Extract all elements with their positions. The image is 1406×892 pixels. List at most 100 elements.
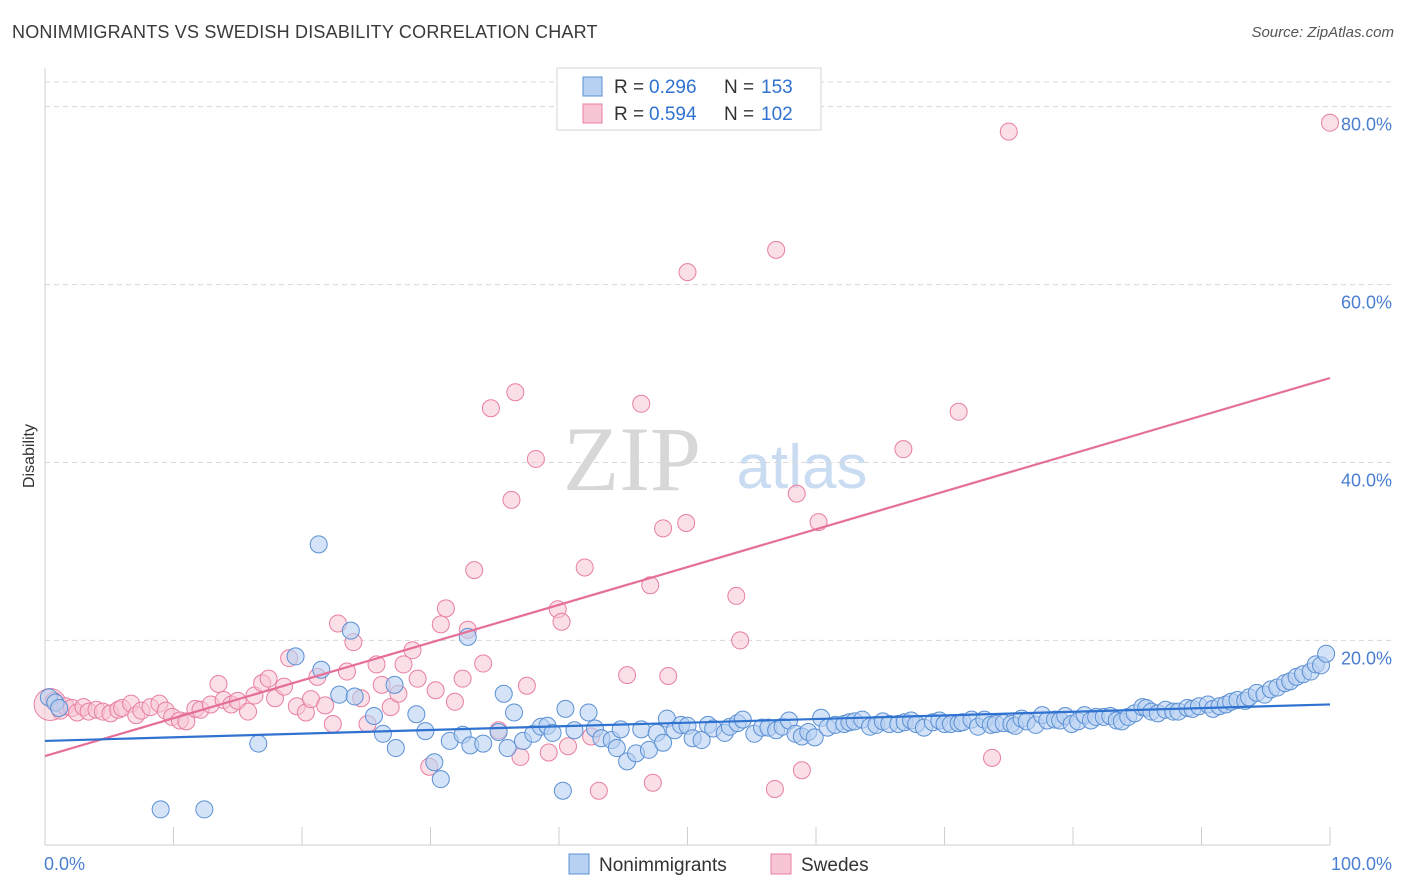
swedes-point bbox=[1321, 113, 1339, 132]
swedes-point bbox=[678, 263, 697, 282]
swedes-point bbox=[445, 692, 464, 711]
nonimmigrants-point bbox=[498, 739, 517, 758]
swedes-point bbox=[677, 513, 696, 532]
swedes-point bbox=[765, 779, 784, 798]
swedes-point bbox=[949, 402, 968, 421]
swedes-point bbox=[767, 240, 786, 259]
nonimmigrants-point bbox=[364, 707, 383, 726]
nonimmigrants-point bbox=[249, 734, 268, 753]
swedes-point bbox=[618, 666, 637, 685]
swedes-point bbox=[731, 631, 750, 650]
swedes-point bbox=[316, 696, 335, 715]
swedes-point bbox=[659, 666, 678, 685]
nonimmigrants-point bbox=[386, 739, 405, 758]
nonimmigrants-point bbox=[330, 685, 349, 704]
nonimmigrants-trend-line bbox=[44, 703, 1331, 743]
legend-n-value-2: 102 bbox=[761, 104, 793, 125]
legend-n-value-1: 153 bbox=[761, 77, 793, 98]
legend-bottom: Nonimmigrants Swedes bbox=[568, 853, 869, 876]
swedes-point bbox=[632, 394, 651, 413]
chart-title: NONIMMIGRANTS VS SWEDISH DISABILITY CORR… bbox=[12, 22, 598, 42]
swedes-point bbox=[641, 576, 660, 595]
swedes-point bbox=[983, 748, 1002, 767]
swedes-point bbox=[177, 712, 196, 731]
y-tick-label: 20.0% bbox=[1341, 648, 1392, 668]
y-tick-label: 40.0% bbox=[1341, 471, 1392, 491]
nonimmigrants-point bbox=[286, 647, 305, 666]
swedes-point bbox=[589, 781, 608, 800]
legend-swatch-swedes bbox=[582, 103, 603, 124]
legend-n-label-1: N = bbox=[724, 77, 754, 98]
swedes-point bbox=[787, 484, 806, 503]
swedes-point bbox=[453, 669, 472, 688]
nonimmigrants-points bbox=[39, 535, 1336, 819]
swedes-point bbox=[337, 662, 356, 681]
swedes-point bbox=[506, 383, 525, 402]
nonimmigrants-point bbox=[474, 734, 493, 753]
legend-bottom-swatch-nonimmigrants bbox=[568, 853, 590, 875]
nonimmigrants-point bbox=[733, 710, 752, 729]
swedes-point bbox=[643, 773, 662, 792]
legend-bottom-swatch-swedes bbox=[770, 853, 792, 875]
legend-n-label-2: N = bbox=[724, 104, 754, 125]
nonimmigrants-point bbox=[50, 699, 69, 718]
y-axis-label: Disability bbox=[21, 424, 38, 488]
y-tick-label: 60.0% bbox=[1341, 293, 1392, 313]
swedes-point bbox=[394, 655, 413, 674]
nonimmigrants-point bbox=[505, 703, 524, 722]
nonimmigrants-point bbox=[692, 731, 711, 750]
swedes-point bbox=[727, 586, 746, 605]
nonimmigrants-point bbox=[543, 723, 562, 742]
nonimmigrants-point bbox=[373, 724, 392, 743]
legend-swatch-nonimmigrants bbox=[582, 76, 603, 97]
legend-bottom-nonimmigrants: Nonimmigrants bbox=[599, 855, 727, 876]
nonimmigrants-point bbox=[579, 703, 598, 722]
nonimmigrants-point bbox=[553, 781, 572, 800]
swedes-point bbox=[209, 674, 228, 693]
swedes-point bbox=[259, 669, 278, 688]
swedes-point bbox=[323, 715, 342, 734]
tick-labels: 20.0% 40.0% 60.0% 80.0% 0.0% 100.0% bbox=[44, 115, 1392, 874]
trend-lines bbox=[44, 376, 1331, 758]
nonimmigrants-point bbox=[309, 535, 328, 554]
x-tick-label-start: 0.0% bbox=[44, 854, 85, 874]
swedes-point bbox=[431, 615, 450, 634]
swedes-point bbox=[517, 676, 536, 695]
nonimmigrants-point bbox=[494, 684, 513, 703]
nonimmigrants-point bbox=[425, 753, 444, 772]
axes bbox=[44, 68, 1331, 846]
legend-r-value-1: 0.296 bbox=[649, 77, 697, 98]
swedes-point bbox=[792, 761, 811, 780]
nonimmigrants-point bbox=[345, 687, 364, 706]
swedes-point bbox=[465, 561, 484, 580]
swedes-point bbox=[474, 654, 493, 673]
nonimmigrants-point bbox=[431, 770, 450, 789]
swedes-point bbox=[381, 698, 400, 717]
swedes-point bbox=[552, 612, 571, 631]
watermark-zip: ZIP bbox=[563, 408, 701, 510]
nonimmigrants-point bbox=[565, 721, 584, 740]
legend-top: R = 0.296 N = 153 R = 0.594 N = 102 bbox=[556, 67, 822, 131]
swedes-point bbox=[436, 599, 455, 618]
nonimmigrants-point bbox=[407, 705, 426, 724]
swedes-point bbox=[558, 737, 577, 756]
nonimmigrants-point bbox=[654, 733, 673, 752]
swedes-trend-line bbox=[44, 376, 1331, 758]
legend-r-value-2: 0.594 bbox=[649, 104, 697, 125]
legend-bottom-swedes: Swedes bbox=[801, 855, 869, 876]
nonimmigrants-point bbox=[385, 675, 404, 694]
nonimmigrants-point bbox=[341, 621, 360, 640]
swedes-point bbox=[526, 449, 545, 468]
swedes-point bbox=[239, 702, 258, 721]
swedes-point bbox=[894, 440, 913, 459]
swedes-point bbox=[654, 519, 673, 538]
gridlines bbox=[45, 81, 1392, 641]
swedes-point bbox=[408, 669, 427, 688]
nonimmigrants-point bbox=[556, 699, 575, 718]
y-tick-label: 80.0% bbox=[1341, 115, 1392, 135]
nonimmigrants-point bbox=[489, 723, 508, 742]
nonimmigrants-point bbox=[195, 800, 214, 819]
swedes-point bbox=[426, 681, 445, 700]
nonimmigrants-point bbox=[607, 739, 626, 758]
swedes-point bbox=[481, 399, 500, 418]
